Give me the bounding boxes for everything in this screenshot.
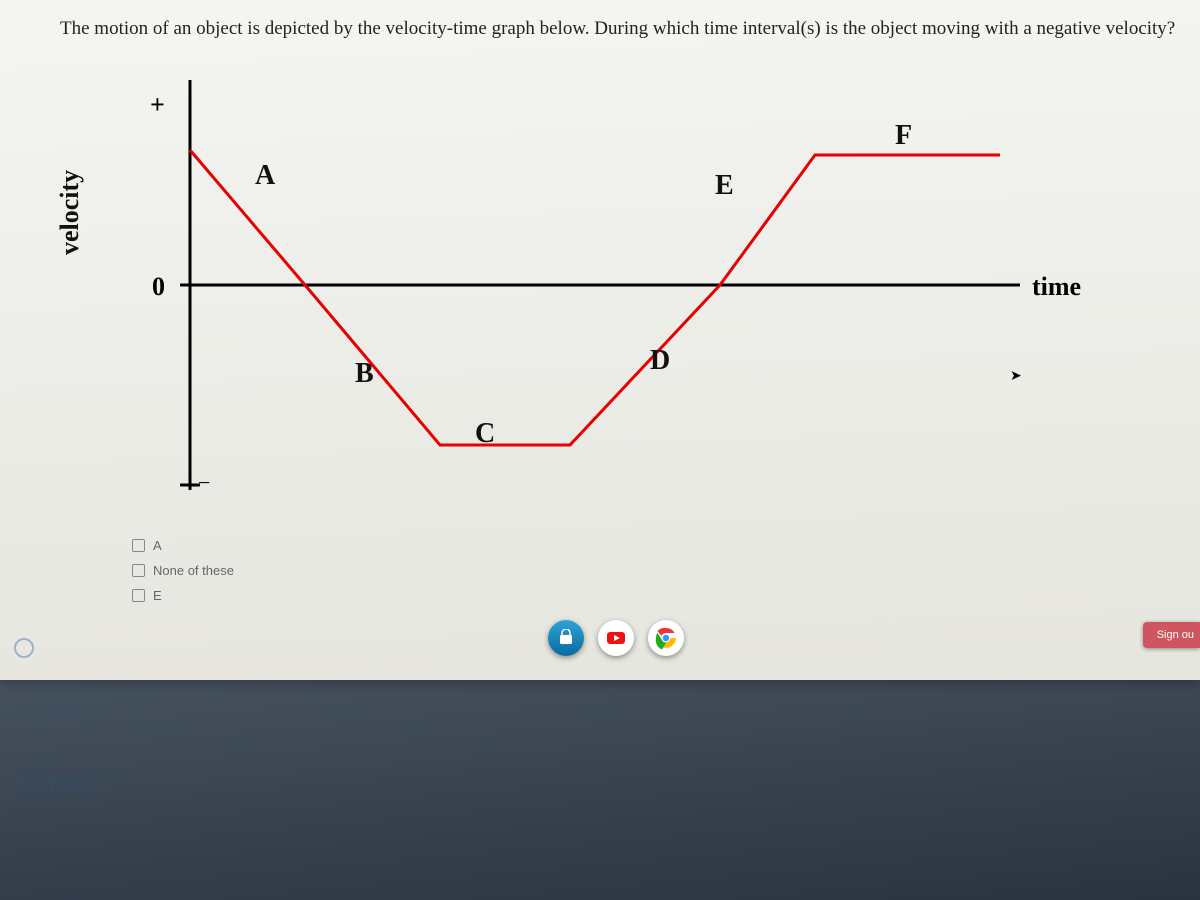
plus-marker: + bbox=[150, 90, 165, 120]
velocity-time-graph: velocity + 0 − time A B C D E F ➤ bbox=[80, 60, 1140, 520]
checkbox-icon[interactable] bbox=[132, 539, 145, 552]
chrome-icon[interactable] bbox=[648, 620, 684, 656]
segment-label-E: E bbox=[715, 170, 734, 202]
desktop-screen: The motion of an object is depicted by t… bbox=[0, 0, 1200, 900]
segment-label-F: F bbox=[895, 120, 912, 152]
store-icon[interactable] bbox=[548, 620, 584, 656]
answer-option[interactable]: None of these bbox=[132, 563, 234, 578]
answer-label: E bbox=[153, 588, 162, 603]
checkbox-icon[interactable] bbox=[132, 564, 145, 577]
sign-out-button[interactable]: Sign ou bbox=[1143, 622, 1200, 648]
minus-marker: − bbox=[198, 470, 210, 496]
quiz-window: The motion of an object is depicted by t… bbox=[0, 0, 1200, 680]
cortana-icon[interactable] bbox=[14, 638, 34, 658]
answer-option[interactable]: A bbox=[132, 538, 234, 553]
y-axis-label: velocity bbox=[55, 170, 85, 255]
segment-label-B: B bbox=[355, 358, 374, 390]
answer-option[interactable]: E bbox=[132, 588, 234, 603]
x-axis-label: time bbox=[1032, 272, 1081, 302]
mouse-cursor-icon: ➤ bbox=[1010, 368, 1022, 385]
taskbar bbox=[548, 620, 684, 656]
segment-label-D: D bbox=[650, 345, 670, 377]
keyboard-reflection: E1O/K! bbox=[18, 774, 102, 798]
question-text: The motion of an object is depicted by t… bbox=[60, 18, 1175, 40]
segment-label-A: A bbox=[255, 160, 275, 192]
answer-label: A bbox=[153, 538, 162, 553]
checkbox-icon[interactable] bbox=[132, 589, 145, 602]
answer-label: None of these bbox=[153, 563, 234, 578]
answer-options: A None of these E bbox=[132, 538, 234, 613]
graph-svg bbox=[80, 60, 1140, 520]
segment-label-C: C bbox=[475, 418, 495, 450]
youtube-icon[interactable] bbox=[598, 620, 634, 656]
zero-marker: 0 bbox=[152, 272, 165, 302]
